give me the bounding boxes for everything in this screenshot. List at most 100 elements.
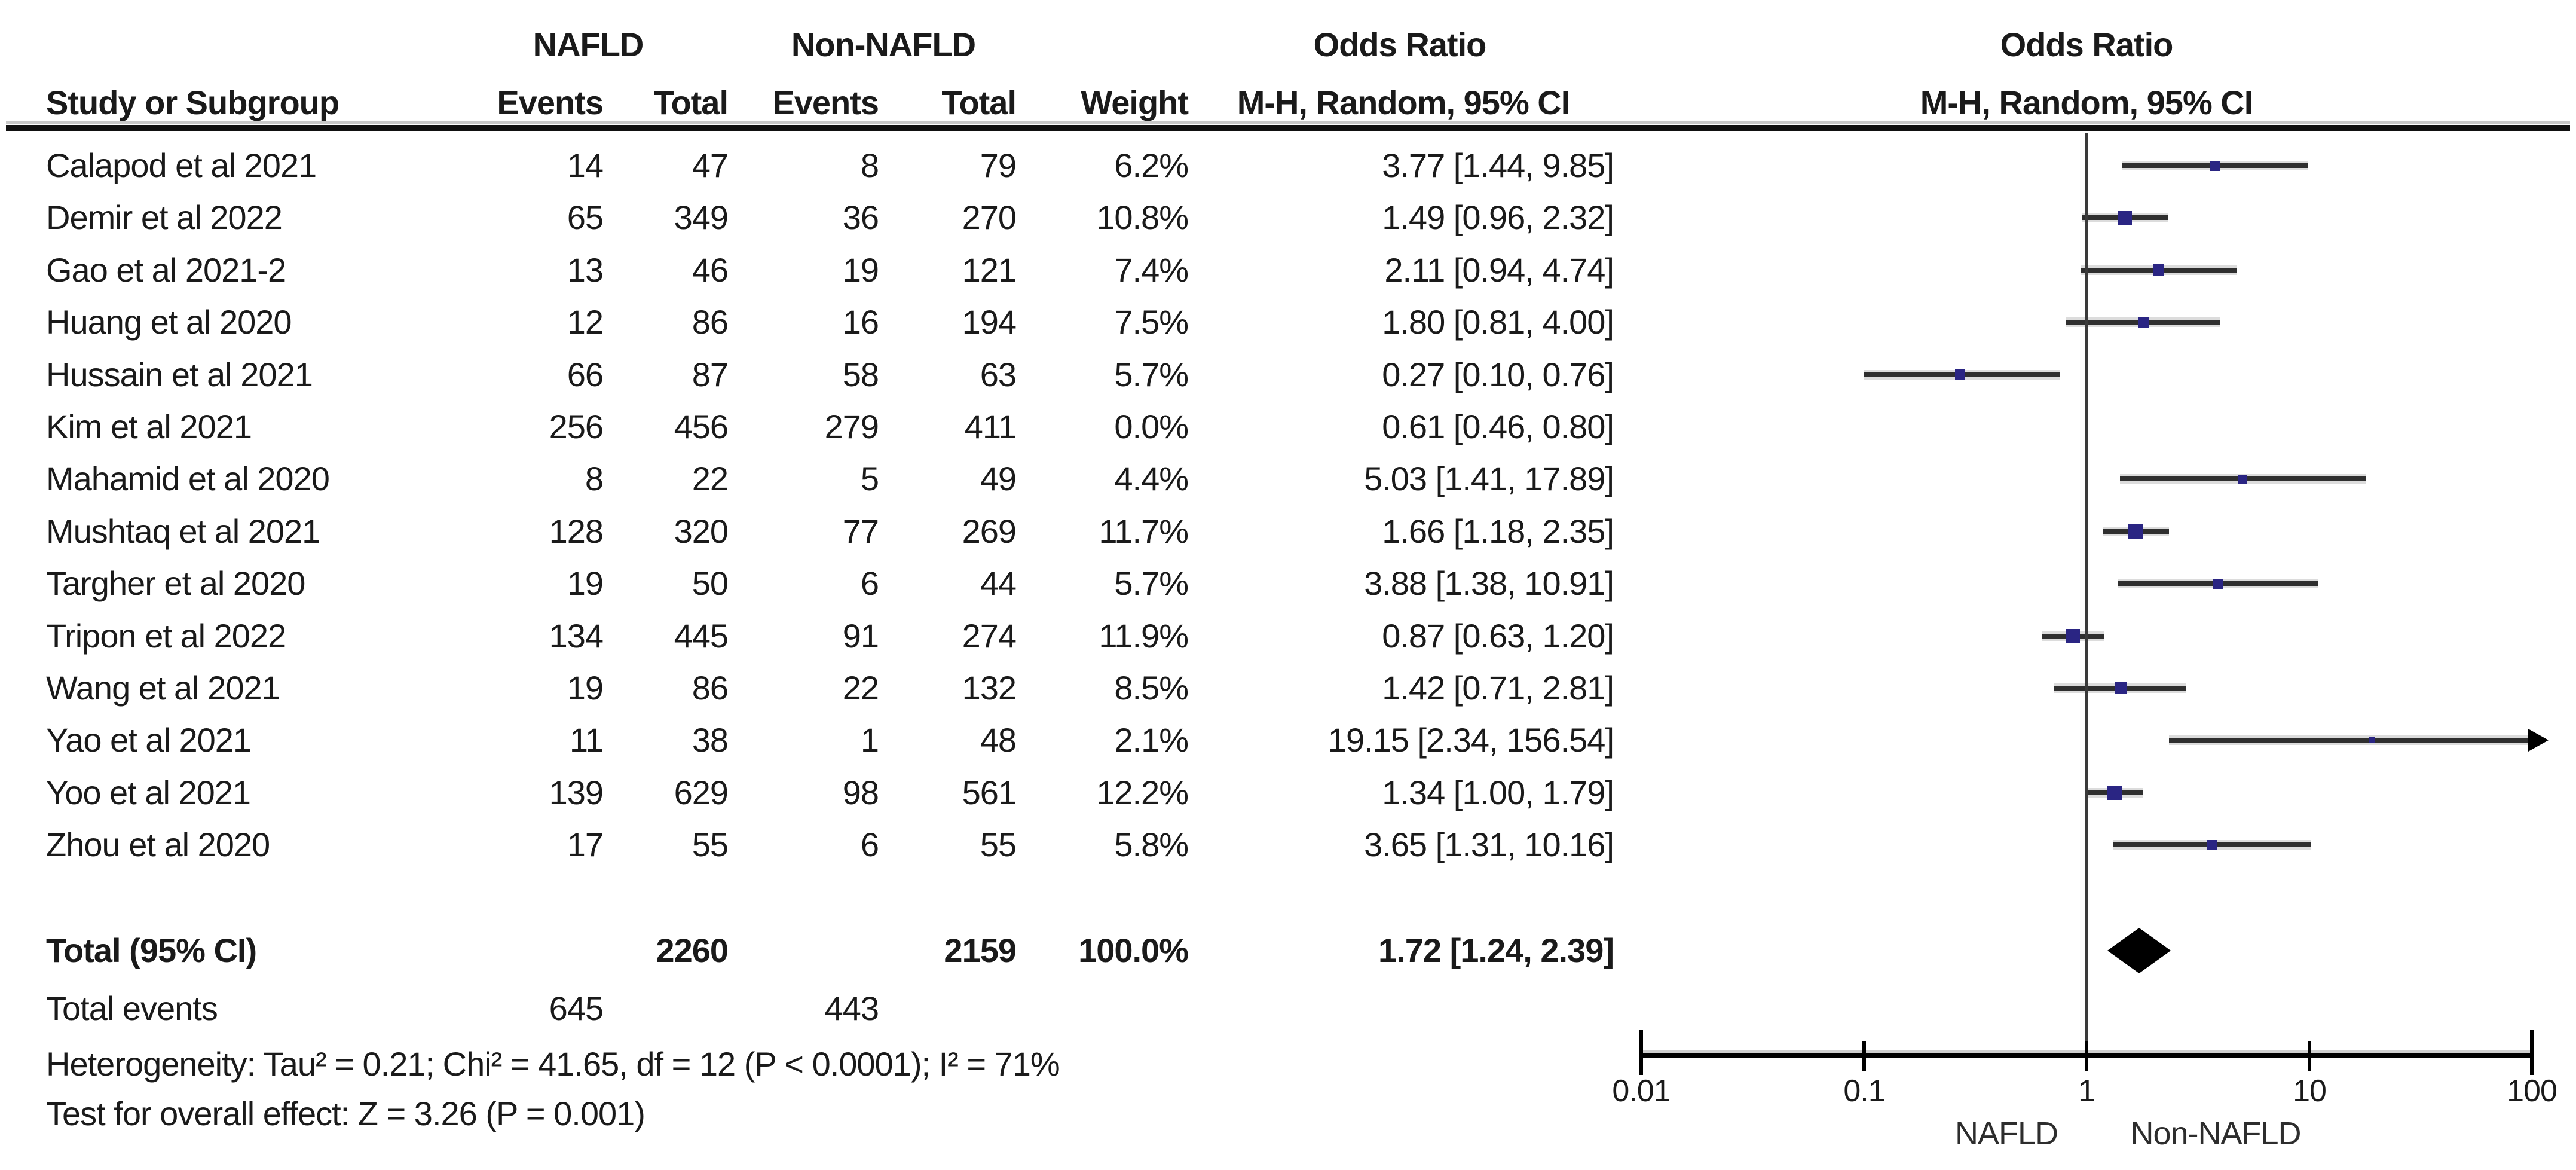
column-header-method-table: M-H, Random, 95% CI xyxy=(1237,84,1571,121)
non-nafld-total: 270 xyxy=(962,198,1017,236)
study-name: Gao et al 2021-2 xyxy=(46,251,286,289)
weight-value: 5.7% xyxy=(1114,356,1189,393)
nafld-total: 320 xyxy=(674,512,729,550)
or-ci-value: 0.27 [0.10, 0.76] xyxy=(1382,356,1614,393)
or-ci-value: 3.65 [1.31, 10.16] xyxy=(1364,826,1614,863)
nafld-total: 86 xyxy=(692,669,729,707)
axis-left-group-label: NAFLD xyxy=(1954,1116,2058,1151)
nafld-events: 128 xyxy=(549,512,604,550)
nafld-total: 349 xyxy=(674,198,729,236)
non-nafld-total: 121 xyxy=(962,251,1017,289)
weight-value: 8.5% xyxy=(1114,669,1189,707)
header-rule-shadow xyxy=(6,121,2570,124)
or-ci-value: 3.88 [1.38, 10.91] xyxy=(1364,564,1614,602)
axis-tick xyxy=(1639,1030,1643,1075)
effect-square xyxy=(2369,737,2375,743)
axis-tick-label: 0.01 xyxy=(1612,1074,1671,1108)
ci-arrow-right xyxy=(2528,729,2549,752)
nafld-total: 38 xyxy=(692,721,729,759)
non-nafld-events: 5 xyxy=(860,460,879,497)
column-header-non-events: Events xyxy=(772,84,879,121)
non-nafld-events: 98 xyxy=(842,774,879,811)
nafld-total: 87 xyxy=(692,356,729,393)
effect-square xyxy=(2213,579,2223,589)
nafld-events: 17 xyxy=(567,826,604,863)
non-nafld-total: 44 xyxy=(980,564,1017,602)
axis-tick-label: 1 xyxy=(2078,1074,2095,1108)
nafld-events: 8 xyxy=(585,460,604,497)
overall-effect-stats: Test for overall effect: Z = 3.26 (P = 0… xyxy=(46,1095,645,1132)
column-group-nafld: NAFLD xyxy=(533,26,644,63)
weight-value: 11.7% xyxy=(1099,512,1189,550)
axis-tick-label: 0.1 xyxy=(1843,1074,1885,1108)
non-nafld-total: 49 xyxy=(980,460,1017,497)
total-events-nafld: 645 xyxy=(549,989,604,1027)
weight-value: 5.7% xyxy=(1114,564,1189,602)
nafld-total: 629 xyxy=(674,774,729,811)
header-rule xyxy=(6,125,2570,131)
non-nafld-events: 77 xyxy=(842,512,879,550)
nafld-total: 456 xyxy=(674,408,729,445)
weight-value: 7.5% xyxy=(1114,303,1189,341)
nafld-events: 14 xyxy=(567,146,604,184)
weight-value: 12.2% xyxy=(1096,774,1189,811)
axis-tick xyxy=(2085,1041,2088,1071)
weight-value: 4.4% xyxy=(1114,460,1189,497)
non-nafld-events: 22 xyxy=(842,669,879,707)
total-events-label: Total events xyxy=(46,989,218,1027)
non-nafld-total: 132 xyxy=(962,669,1017,707)
effect-square xyxy=(2107,786,2122,800)
column-header-non-total: Total xyxy=(941,84,1017,121)
study-name: Demir et al 2022 xyxy=(46,198,283,236)
column-group-odds-ratio-table: Odds Ratio xyxy=(1313,26,1487,63)
axis-tick-label: 10 xyxy=(2293,1074,2327,1108)
non-nafld-total: 194 xyxy=(962,303,1017,341)
nafld-events: 134 xyxy=(549,617,604,655)
effect-square xyxy=(2118,211,2132,225)
nafld-total: 86 xyxy=(692,303,729,341)
pooled-diamond xyxy=(2107,928,2171,973)
nafld-total: 22 xyxy=(692,460,729,497)
effect-square xyxy=(2210,161,2220,171)
non-nafld-total: 55 xyxy=(980,826,1017,863)
total-weight: 100.0% xyxy=(1078,931,1189,969)
nafld-events: 66 xyxy=(567,356,604,393)
plot-header-method: M-H, Random, 95% CI xyxy=(1920,84,2254,121)
study-name: Wang et al 2021 xyxy=(46,669,280,707)
nafld-events: 19 xyxy=(567,669,604,707)
plot-header-odds-ratio: Odds Ratio xyxy=(2000,26,2174,63)
nafld-events: 13 xyxy=(567,251,604,289)
column-header-nafld-events: Events xyxy=(497,84,604,121)
non-nafld-events: 6 xyxy=(860,564,879,602)
weight-value: 11.9% xyxy=(1099,617,1189,655)
nafld-events: 11 xyxy=(569,721,604,759)
non-nafld-events: 91 xyxy=(842,617,879,655)
non-nafld-total: 269 xyxy=(962,512,1017,550)
non-nafld-total: 411 xyxy=(964,408,1017,445)
weight-value: 5.8% xyxy=(1114,826,1189,863)
nafld-total: 46 xyxy=(692,251,729,289)
column-header-study: Study or Subgroup xyxy=(46,84,339,121)
or-ci-value: 1.80 [0.81, 4.00] xyxy=(1382,303,1614,341)
total-nafld-total: 2260 xyxy=(656,931,729,969)
column-header-weight: Weight xyxy=(1081,84,1189,121)
or-ci-value: 1.42 [0.71, 2.81] xyxy=(1382,669,1614,707)
non-nafld-total: 79 xyxy=(980,146,1017,184)
or-ci-value: 0.87 [0.63, 1.20] xyxy=(1382,617,1614,655)
axis-tick-label: 100 xyxy=(2507,1074,2557,1108)
or-ci-value: 1.49 [0.96, 2.32] xyxy=(1382,198,1614,236)
study-name: Hussain et al 2021 xyxy=(46,356,313,393)
effect-square xyxy=(2115,682,2127,694)
study-name: Yao et al 2021 xyxy=(46,721,252,759)
effect-square xyxy=(2066,629,2080,643)
study-name: Mushtaq et al 2021 xyxy=(46,512,320,550)
axis-tick xyxy=(2530,1030,2534,1075)
or-ci-value: 3.77 [1.44, 9.85] xyxy=(1382,146,1614,184)
non-nafld-total: 274 xyxy=(962,617,1017,655)
non-nafld-events: 1 xyxy=(860,721,879,759)
effect-square xyxy=(2128,524,2143,539)
effect-square xyxy=(2153,264,2164,276)
effect-square xyxy=(2238,475,2247,484)
nafld-total: 445 xyxy=(674,617,729,655)
study-name: Kim et al 2021 xyxy=(46,408,252,445)
